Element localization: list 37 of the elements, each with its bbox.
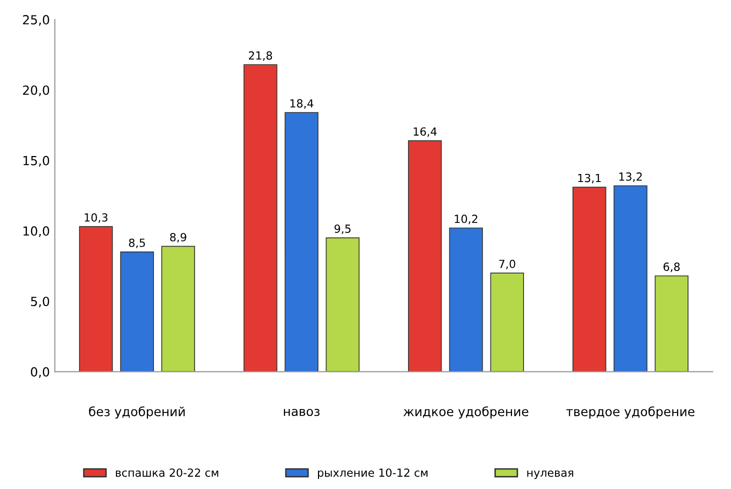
data-label: 13,2 (619, 172, 642, 182)
bar (161, 246, 196, 372)
y-tick-label: 15,0 (24, 156, 50, 167)
data-label: 10,3 (84, 213, 108, 223)
bar (654, 275, 688, 372)
data-label: 16,4 (414, 127, 437, 137)
data-label: 8,9 (170, 232, 186, 243)
legend-label: вспашка 20-22 см (116, 468, 218, 477)
legend-label: рыхление 10-12 см (318, 468, 428, 479)
data-label: 8,5 (128, 238, 145, 248)
y-tick-label: 25,0 (23, 15, 50, 26)
y-tick-label: 0,0 (30, 367, 50, 378)
data-label: 7,0 (499, 260, 516, 270)
bar (120, 252, 154, 372)
data-label: 6,8 (664, 262, 680, 272)
bar (490, 272, 524, 372)
data-label: 9,5 (334, 224, 351, 234)
data-label: 18,4 (290, 99, 314, 109)
legend-label: нулевая (527, 470, 574, 479)
y-tick-label: 10,0 (24, 226, 50, 238)
x-tick-label: навоз (284, 408, 320, 416)
data-label: 13,1 (578, 174, 601, 184)
x-tick-label: твердое удобрение (566, 406, 694, 419)
data-label: 10,2 (454, 214, 478, 224)
bar (408, 140, 442, 372)
bar (614, 185, 648, 372)
y-tick-label: 5,0 (31, 296, 50, 308)
y-tick-label: 20,0 (23, 85, 50, 96)
bar (449, 228, 483, 372)
bar (572, 186, 606, 372)
x-tick-label: жидкое удобрение (403, 406, 528, 419)
x-tick-label: без удобрений (89, 406, 185, 419)
data-label: 21,8 (248, 51, 272, 61)
bar (79, 226, 113, 372)
bar (244, 64, 278, 372)
bar (326, 237, 360, 372)
bar (284, 112, 318, 372)
